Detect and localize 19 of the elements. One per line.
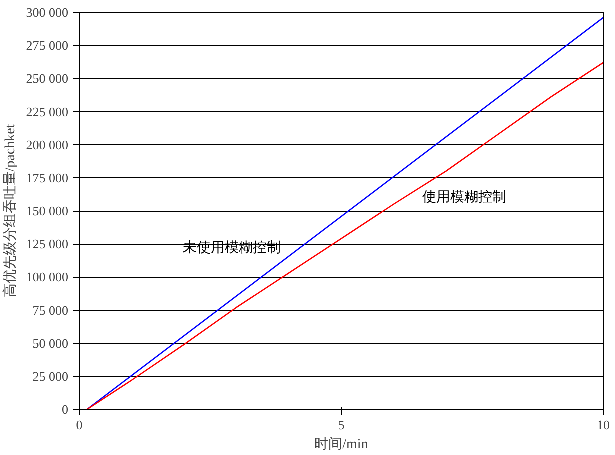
x-tick-label: 10 [597,418,610,432]
y-tick-label: 125 000 [26,236,68,252]
y-tick-label: 250 000 [26,71,68,86]
y-tick-label: 25 000 [32,368,68,384]
y-tick-label: 150 000 [26,204,68,218]
y-tick-label: 100 000 [26,270,68,285]
y-tick-label: 75 000 [32,302,68,318]
x-tick-label: 5 [338,418,345,432]
x-tick-label: 0 [76,418,83,432]
y-tick-label: 0 [62,402,68,417]
y-tick-label: 275 000 [26,38,68,54]
x-axis-title: 时间/min [314,436,368,452]
series-label: 使用模糊控制 [422,189,507,206]
y-tick-label: 50 000 [32,336,68,351]
y-tick-label: 225 000 [26,104,68,120]
y-axis-title: 高优先级分组吞吐量/pachket [2,124,18,298]
y-tick-label: 300 000 [26,5,68,20]
y-tick-label: 200 000 [26,137,68,152]
y-tick-label: 175 000 [26,170,68,186]
